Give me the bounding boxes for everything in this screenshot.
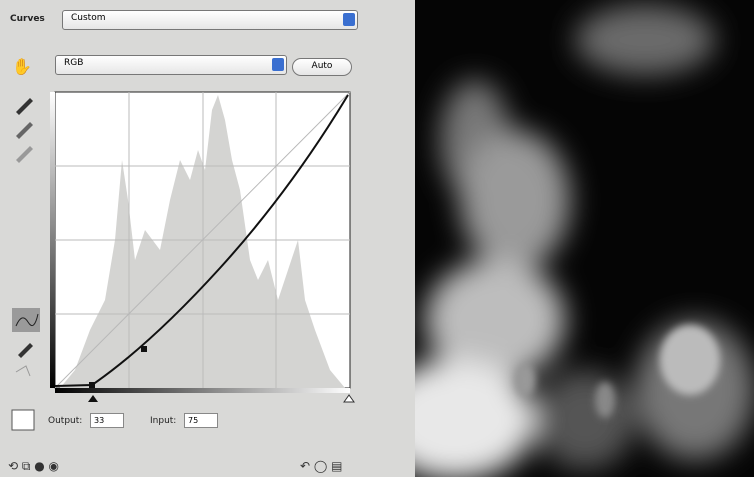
curves-screenshot: Curves Custom RGB Auto ✋ ⟲ ⧉ ● ◉ ↶ ◯ ▤ bbox=[0, 0, 754, 477]
black-eyedropper[interactable] bbox=[16, 98, 33, 115]
output-gradient bbox=[50, 92, 55, 388]
pencil-tool[interactable] bbox=[18, 343, 33, 358]
white-slider[interactable] bbox=[344, 395, 354, 402]
curve-editor: ✋ ⟲ ⧉ ● ◉ ↶ ◯ ▤ bbox=[0, 0, 415, 477]
hand-tool-icon[interactable]: ✋ bbox=[12, 57, 32, 76]
black-slider[interactable] bbox=[88, 395, 98, 402]
preview-image bbox=[415, 0, 754, 477]
clip-button[interactable] bbox=[12, 410, 34, 430]
bottom-icons[interactable]: ⟲ ⧉ ● ◉ bbox=[8, 459, 59, 473]
curve-point[interactable] bbox=[141, 346, 147, 352]
input-gradient bbox=[55, 388, 350, 393]
smooth-tool[interactable] bbox=[16, 366, 30, 376]
bottom-right-icons[interactable]: ↶ ◯ ▤ bbox=[300, 459, 342, 473]
gray-eyedropper[interactable] bbox=[16, 122, 33, 139]
input-label: Input: bbox=[150, 416, 176, 426]
white-eyedropper[interactable] bbox=[16, 146, 33, 163]
output-label: Output: bbox=[48, 416, 82, 426]
curve-point[interactable] bbox=[89, 382, 95, 388]
input-field[interactable]: 75 bbox=[184, 413, 218, 428]
output-field[interactable]: 33 bbox=[90, 413, 124, 428]
